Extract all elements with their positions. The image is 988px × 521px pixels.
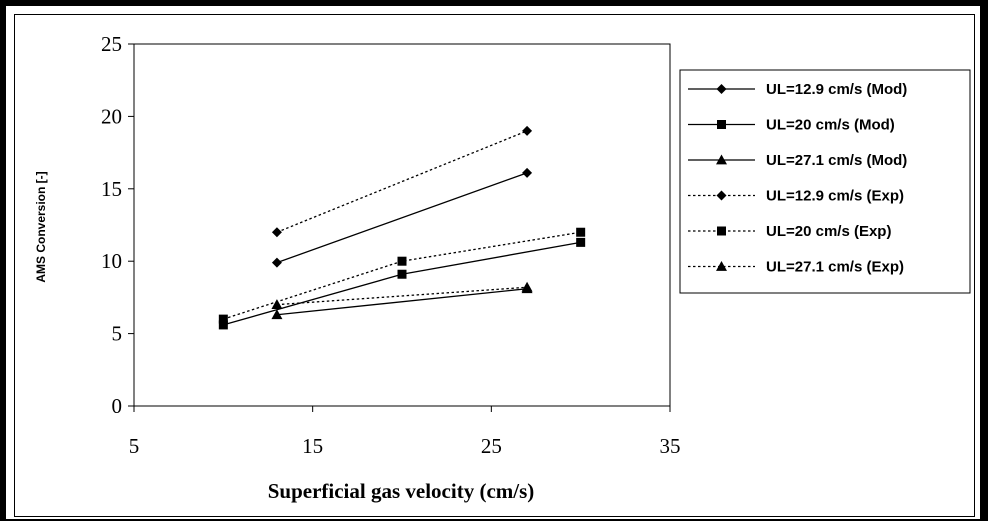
data-point-square-marker: [218, 320, 228, 330]
data-point-square-marker: [218, 314, 228, 324]
x-axis-label: Superficial gas velocity (cm/s): [268, 479, 535, 503]
x-tick-label: 25: [481, 434, 502, 458]
legend-entry-label: UL=20 cm/s (Exp): [766, 223, 891, 240]
legend-triangle-marker: [716, 261, 727, 271]
y-axis-label: AMS Conversion [-]: [34, 171, 48, 282]
data-point-square-marker: [397, 269, 407, 279]
data-point-triangle-marker: [271, 299, 283, 310]
legend-entry-label: UL=12.9 cm/s (Mod): [766, 81, 907, 98]
data-point-square-marker: [397, 256, 407, 266]
data-point-diamond-marker: [271, 257, 282, 268]
plot-area: [133, 43, 671, 407]
y-tick-label: 15: [101, 177, 122, 201]
legend-square-marker: [717, 226, 726, 236]
legend: UL=12.9 cm/s (Mod) UL=20 cm/s (Mod) UL=27.…: [688, 81, 907, 276]
legend-triangle-marker: [716, 154, 727, 165]
y-tick-label: 25: [101, 32, 122, 56]
data-point-square-marker: [576, 227, 586, 237]
data-point-diamond-marker: [522, 125, 533, 136]
x-tick-label: 15: [302, 434, 323, 458]
x-tick-label: 35: [660, 434, 681, 458]
y-tick-label: 0: [112, 394, 123, 418]
legend-entry-label: UL=27.1 cm/s (Mod): [766, 152, 907, 169]
legend-diamond-marker: [716, 190, 727, 201]
data-point-diamond-marker: [271, 227, 282, 238]
data-point-triangle-marker: [521, 281, 533, 292]
series-line-6: [276, 286, 528, 306]
legend-square-marker: [717, 120, 726, 129]
series-line-4: [276, 130, 528, 233]
legend-diamond-marker: [716, 84, 727, 94]
legend-entry-label: UL=12.9 cm/s (Exp): [766, 188, 904, 205]
series-line-3: [276, 288, 528, 316]
series-line-1: [276, 172, 528, 264]
data-point-diamond-marker: [522, 167, 533, 178]
legend-box: [679, 69, 971, 294]
x-tick-label: 5: [129, 434, 140, 458]
y-tick-label: 10: [101, 249, 122, 273]
legend-entry-label: UL=27.1 cm/s (Exp): [766, 259, 904, 276]
data-point-square-marker: [576, 237, 586, 247]
y-tick-label: 20: [101, 104, 122, 128]
data-point-triangle-marker: [271, 309, 283, 320]
y-tick-label: 5: [112, 322, 123, 346]
legend-entry-label: UL=20 cm/s (Mod): [766, 117, 895, 134]
